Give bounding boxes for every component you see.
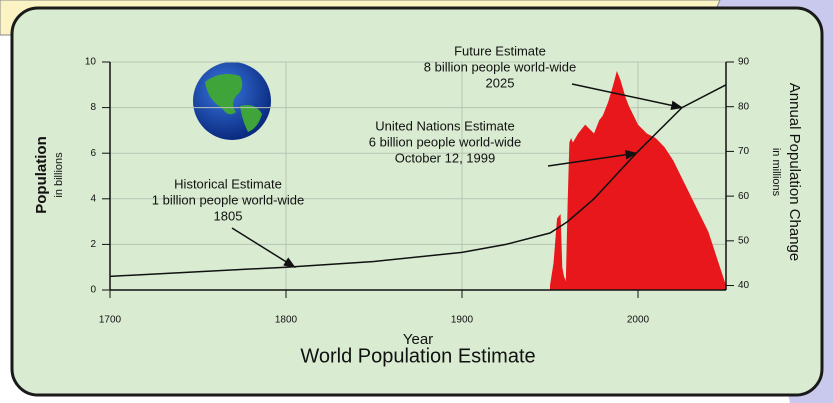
annotation-arrow: [547, 150, 638, 167]
y2-tick-label: 80: [738, 101, 750, 112]
annotation-text: 1 billion people world-wide: [152, 192, 304, 207]
line: [109, 84, 727, 278]
y2-tick-label: 60: [738, 191, 750, 202]
y-axis-sublabel: in billions: [53, 152, 65, 198]
globe-icon: [193, 62, 271, 140]
y-tick-label: 2: [90, 239, 96, 250]
annotation-text: Future Estimate: [454, 43, 546, 58]
y-tick-label: 0: [90, 285, 96, 296]
chart-title: World Population Estimate: [300, 345, 535, 367]
annotation-text: Historical Estimate: [174, 176, 282, 191]
annotation-text: 2025: [486, 75, 515, 90]
x-tick-label: 1900: [451, 315, 474, 326]
y-tick-label: 4: [90, 193, 96, 204]
y-axis-label: Population: [33, 136, 50, 214]
y2-tick-label: 50: [738, 235, 750, 246]
annotation-arrow: [571, 83, 684, 111]
y2-tick-label: 70: [738, 146, 750, 157]
x-tick-label: 2000: [627, 315, 650, 326]
area: [550, 70, 726, 290]
y2-tick-label: 90: [738, 57, 750, 68]
annotation-text: October 12, 1999: [395, 150, 495, 165]
y-tick-label: 8: [90, 102, 96, 113]
annotation-text: 8 billion people world-wide: [424, 59, 576, 74]
y-tick-label: 6: [90, 148, 96, 159]
x-tick-label: 1800: [275, 315, 298, 326]
y2-axis-sublabel: in millions: [770, 148, 782, 197]
x-tick-label: 1700: [99, 315, 122, 326]
annotation-arrow: [231, 227, 296, 268]
annotation-text: 6 billion people world-wide: [369, 134, 521, 149]
y2-axis-label: Annual Population Change: [786, 83, 803, 261]
x-axis-label: Year: [403, 331, 433, 348]
annotation-text: United Nations Estimate: [375, 118, 514, 133]
annotation-text: 1805: [214, 208, 243, 223]
y-tick-label: 10: [85, 57, 97, 68]
y2-tick-label: 40: [738, 280, 750, 291]
